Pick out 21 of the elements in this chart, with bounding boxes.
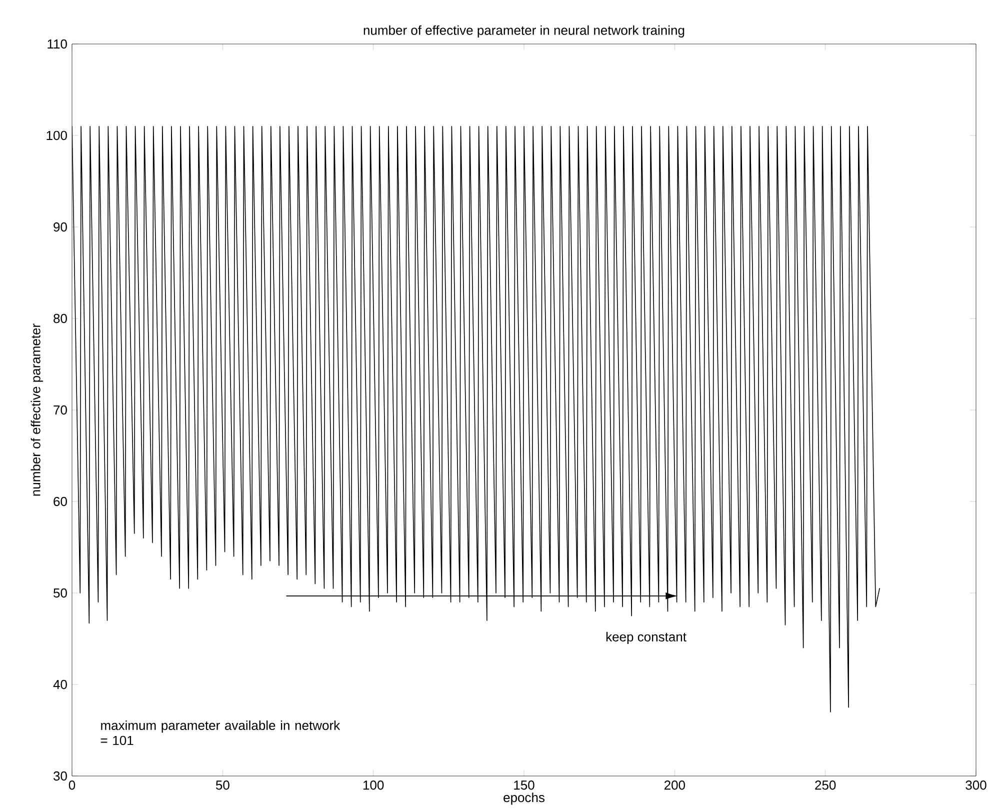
y-tick-label: 90 (54, 222, 67, 232)
annotation: maximum parameter available in network = 101 (100, 720, 340, 746)
x-tick-label: 150 (514, 780, 534, 790)
x-tick-label: 0 (68, 780, 76, 790)
y-tick-label: 100 (46, 130, 67, 140)
y-tick-label: 70 (54, 405, 67, 415)
y-tick-label: 80 (54, 314, 67, 324)
chart-title: number of effective parameter in neural network training (364, 25, 684, 38)
x-axis-title: epochs (504, 792, 544, 805)
x-tick-label: 100 (363, 780, 384, 790)
y-tick-label: 60 (54, 496, 67, 506)
x-tick-label: 200 (664, 780, 685, 790)
x-tick-label: 250 (815, 780, 836, 790)
annotation: keep constant (606, 632, 686, 644)
y-tick-label: 50 (54, 588, 67, 598)
y-tick-label: 30 (54, 771, 67, 781)
x-tick-label: 50 (216, 780, 230, 790)
y-tick-label: 40 (53, 680, 67, 690)
y-axis-title: number of effective parameter (30, 324, 43, 496)
x-tick-label: 300 (966, 780, 986, 790)
y-tick-label: 110 (48, 39, 67, 49)
